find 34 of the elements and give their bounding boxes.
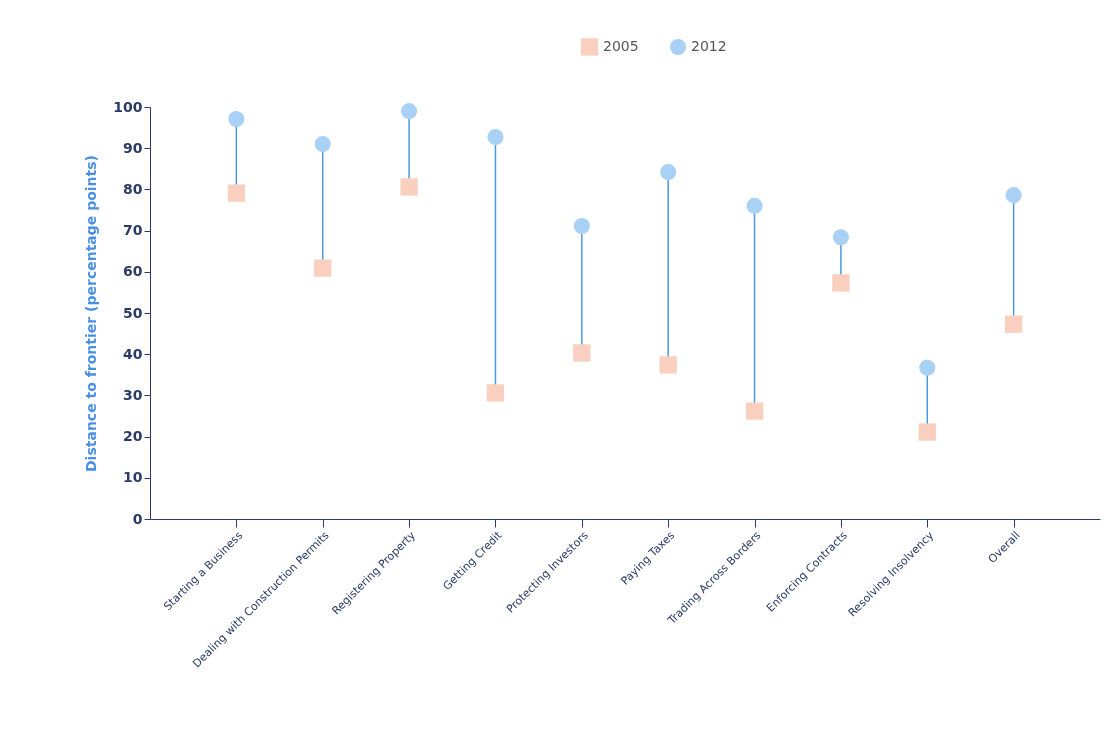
- y-tick-label: 10: [123, 469, 143, 486]
- y-tick-label: 50: [123, 304, 143, 321]
- point: [832, 229, 849, 246]
- y-tick-label: 30: [123, 386, 143, 403]
- y-axis-title: Distance to frontier (percentage points): [83, 155, 100, 472]
- y-tick-label: 100: [113, 98, 143, 115]
- y-tick-label: 0: [132, 510, 143, 527]
- point: [1005, 187, 1022, 204]
- point: [745, 402, 764, 420]
- y-tick-label: 80: [123, 180, 143, 197]
- point: [314, 259, 332, 277]
- point: [573, 344, 591, 362]
- point: [228, 110, 245, 127]
- point: [832, 274, 850, 292]
- point: [746, 197, 763, 214]
- y-tick-label: 70: [123, 222, 143, 239]
- point: [487, 129, 504, 146]
- point: [400, 178, 418, 196]
- point: [1004, 315, 1023, 333]
- y-tick-label: 60: [123, 263, 143, 280]
- y-tick-label: 40: [123, 345, 143, 362]
- point: [919, 359, 936, 376]
- point: [401, 103, 418, 120]
- point: [227, 184, 246, 202]
- y-tick-label: 20: [123, 428, 143, 445]
- point: [486, 384, 505, 402]
- legend-label: 2012: [691, 37, 727, 54]
- point: [918, 423, 936, 441]
- point: [314, 136, 331, 153]
- point: [659, 356, 677, 374]
- point: [573, 218, 590, 235]
- point: [660, 164, 677, 181]
- legend-label: 2005: [603, 37, 639, 54]
- y-tick-label: 90: [123, 139, 143, 156]
